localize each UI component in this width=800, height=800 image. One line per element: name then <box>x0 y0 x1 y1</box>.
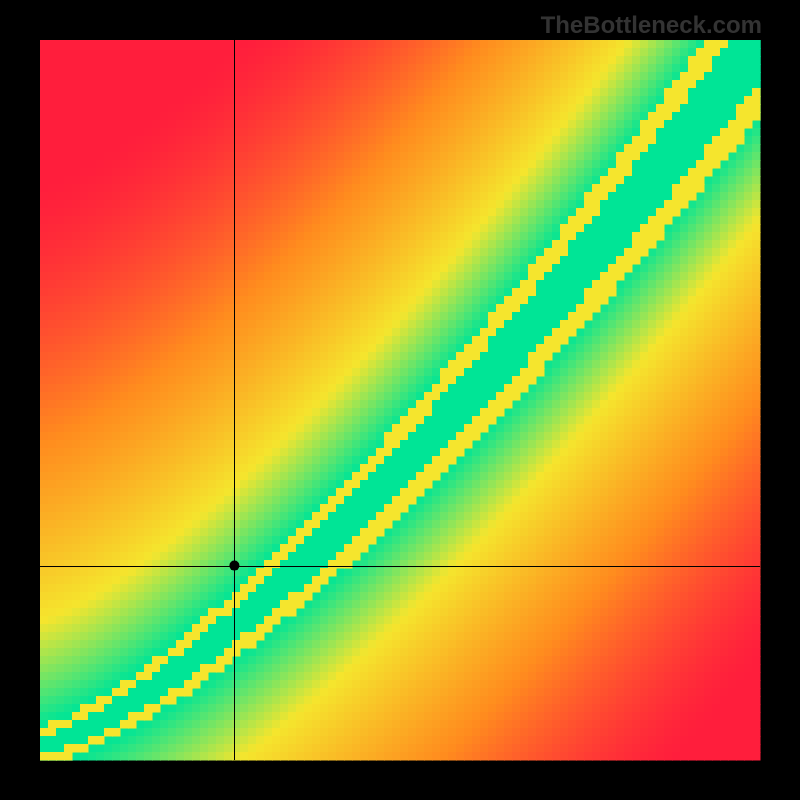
bottleneck-heatmap <box>0 0 800 800</box>
attribution-label: TheBottleneck.com <box>541 12 762 40</box>
